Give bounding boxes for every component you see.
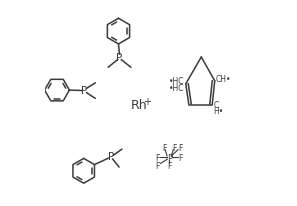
Text: Rh: Rh (131, 99, 148, 111)
Text: P: P (167, 153, 172, 162)
Text: F: F (156, 153, 160, 162)
Text: F: F (178, 153, 183, 162)
Text: C: C (213, 101, 219, 110)
Text: F: F (167, 161, 171, 170)
Text: H•: H• (213, 107, 224, 116)
Text: F: F (178, 143, 183, 152)
Text: P: P (116, 53, 123, 63)
Text: F: F (162, 143, 166, 152)
Text: CH•: CH• (216, 74, 231, 83)
Text: •HC: •HC (169, 84, 185, 93)
Text: P: P (81, 86, 87, 96)
Text: F: F (172, 143, 176, 152)
Text: P: P (108, 152, 114, 162)
Text: F: F (156, 161, 160, 170)
Text: •HC: •HC (169, 76, 185, 85)
Text: +: + (143, 96, 151, 106)
